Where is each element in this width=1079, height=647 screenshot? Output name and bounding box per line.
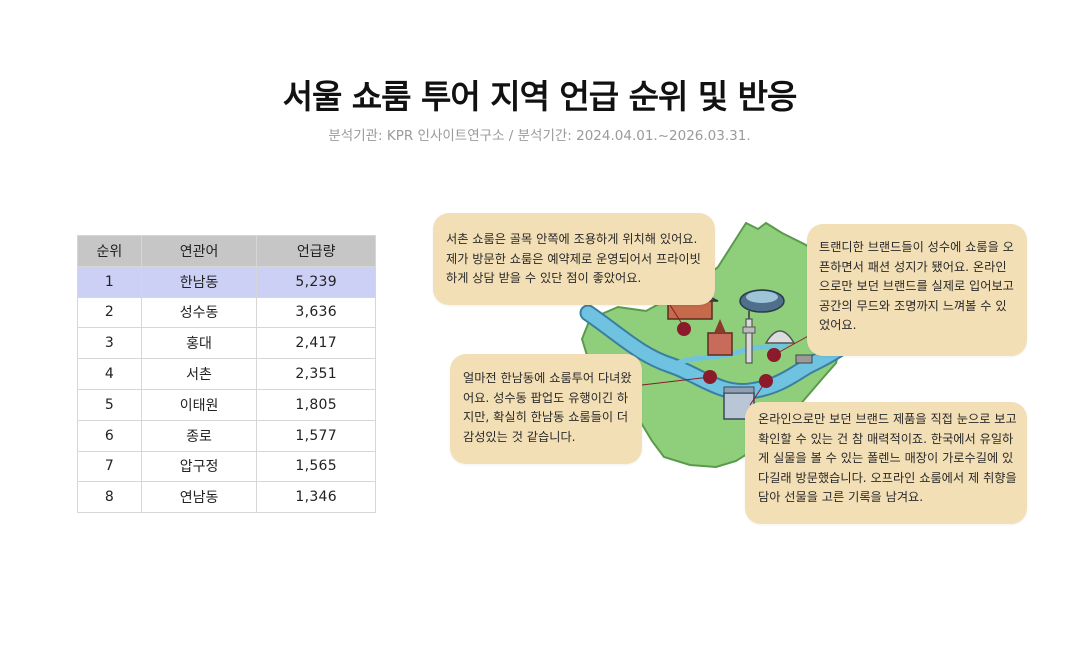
ranking-table: 순위 연관어 언급량 1 한남동 5,239 2 성수동 3,636 3 홍대 … xyxy=(77,235,376,514)
mentions-cell: 1,346 xyxy=(256,481,376,514)
comment-bubble-garosu: 온라인으로만 보던 브랜드 제품을 직접 눈으로 보고 확인할 수 있는 건 참… xyxy=(745,402,1027,524)
table-row: 7 압구정 1,565 xyxy=(77,450,376,483)
rank-cell: 8 xyxy=(77,481,142,514)
comment-bubble-seongsu: 트랜디한 브랜드들이 성수에 쇼룸을 오픈하면서 패션 성지가 됐어요. 온라인… xyxy=(807,224,1027,356)
table-row: 4 서촌 2,351 xyxy=(77,358,376,390)
keyword-cell: 홍대 xyxy=(140,327,258,360)
connector-line xyxy=(641,376,711,386)
mentions-cell: 5,239 xyxy=(256,265,376,298)
location-pin-hannam xyxy=(703,370,717,384)
page-subtitle: 분석기관: KPR 인사이트연구소 / 분석기간: 2024.04.01.~20… xyxy=(328,128,751,144)
mentions-cell: 2,417 xyxy=(256,327,376,360)
table-row: 3 홍대 2,417 xyxy=(77,327,376,360)
comment-bubble-hannam: 얼마전 한남동에 쇼룸투어 다녀왔어요. 성수동 팝업도 유행이긴 하지만, 확… xyxy=(450,354,642,464)
keyword-cell: 압구정 xyxy=(140,450,258,483)
table-row: 1 한남동 5,239 xyxy=(77,265,376,298)
location-pin-garosu xyxy=(759,374,773,388)
page-title: 서울 쇼룸 투어 지역 언급 순위 및 반응 xyxy=(282,77,798,116)
tower-icon xyxy=(742,311,756,364)
mentions-cell: 2,351 xyxy=(256,358,376,390)
keyword-cell: 한남동 xyxy=(140,265,258,298)
mentions-cell: 3,636 xyxy=(256,296,376,329)
bridge-icon xyxy=(795,354,813,364)
table-row: 2 성수동 3,636 xyxy=(77,296,376,329)
table-row: 8 연남동 1,346 xyxy=(77,481,376,514)
rank-cell: 1 xyxy=(77,265,142,298)
rank-cell: 5 xyxy=(77,388,142,421)
mentions-cell: 1,577 xyxy=(256,419,376,452)
stream xyxy=(677,342,789,366)
cathedral-icon xyxy=(707,319,733,356)
rank-cell: 3 xyxy=(77,327,142,360)
rank-cell: 6 xyxy=(77,419,142,452)
mentions-cell: 1,805 xyxy=(256,388,376,421)
table-row: 6 종로 1,577 xyxy=(77,419,376,452)
keyword-cell: 이태원 xyxy=(140,388,258,421)
column-header-rank: 순위 xyxy=(77,235,142,267)
location-pin-seongsu xyxy=(767,348,781,362)
rank-cell: 7 xyxy=(77,450,142,483)
rank-cell: 2 xyxy=(77,296,142,329)
column-header-mentions: 언급량 xyxy=(256,235,376,267)
table-row: 5 이태원 1,805 xyxy=(77,388,376,421)
location-pin-seochon xyxy=(677,322,691,336)
mentions-cell: 1,565 xyxy=(256,450,376,483)
keyword-cell: 성수동 xyxy=(140,296,258,329)
column-header-keyword: 연관어 xyxy=(140,235,258,267)
dome-icon xyxy=(764,330,796,344)
keyword-cell: 연남동 xyxy=(140,481,258,514)
keyword-cell: 종로 xyxy=(140,419,258,452)
stadium-icon xyxy=(739,289,785,313)
table-header-row: 순위 연관어 언급량 xyxy=(77,235,376,267)
rank-cell: 4 xyxy=(77,358,142,390)
keyword-cell: 서촌 xyxy=(140,358,258,390)
comment-bubble-seochon: 서촌 쇼룸은 골목 안쪽에 조용하게 위치해 있어요. 제가 방문한 쇼룸은 예… xyxy=(433,213,715,305)
